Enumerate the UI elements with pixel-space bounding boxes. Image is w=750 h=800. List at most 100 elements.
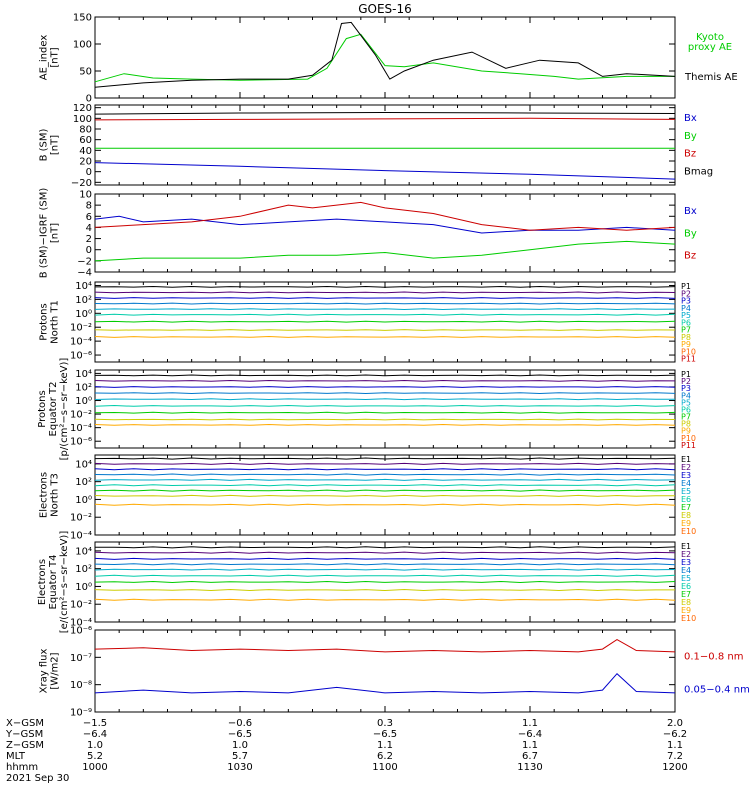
legend-entry: E9 [681,519,691,528]
x-axis-value: 1130 [517,762,542,773]
flux-line-en-0 [94,457,676,460]
flux-line-pe-1 [94,379,676,382]
y-tick-label: 150 [73,13,92,24]
y-axis-label: B (SM)−IGRF (SM) [39,188,50,279]
y-axis-label: [nT] [50,47,61,67]
flux-line-pn-6 [94,320,676,323]
y-tick-label: 2 [86,234,92,245]
flux-line-ee-6 [94,580,676,584]
panel-frame [94,104,676,186]
legend-entry: P1 [681,282,691,291]
panel-pe: 10⁴ 10² 10⁰ 10⁻² 10⁻⁴ 10⁻⁶ Protons Equator T2 [p… [37,358,696,461]
flux-line-en-6 [94,489,676,492]
flux-line-pe-7 [94,418,676,421]
y-tick-label: 10⁻⁸ [70,680,92,691]
y-tick-label: 60 [79,135,92,146]
x-axis-value: 1.1 [522,718,538,729]
y-tick-label: 10⁻⁴ [70,531,92,542]
series-line-ae-1 [94,21,676,88]
series-line-xray-1 [94,672,676,694]
panel-ee: 10⁴ 10² 10⁰ 10⁻² 10⁻⁴ Electrons Equator T4 [e/(… [37,531,696,634]
legend-entry: E1 [681,542,691,551]
y-tick-label: 10⁻² [70,410,92,421]
x-axis-value: 1000 [82,762,107,773]
y-tick-label: 120 [73,103,92,114]
y-tick-label: 4 [86,223,92,234]
x-axis-row-label: Y−GSM [5,729,43,740]
y-tick-label: 10⁻⁷ [70,653,92,664]
x-axis-value: 5.2 [87,751,103,762]
flux-line-pn-2 [94,297,676,299]
legend-entry: P5 [681,311,691,320]
x-axis-row-label: Z−GSM [6,740,44,751]
flux-line-ee-3 [94,563,676,566]
y-tick-label: 8 [86,201,92,212]
legend-entry: P8 [681,333,691,342]
y-tick-label: 0 [86,94,92,105]
legend-entry: By [684,131,697,142]
x-axis-row-label: hhmm [6,762,38,773]
y-tick-label: 10² [75,382,92,393]
y-tick-label: 10⁰ [75,309,92,320]
flux-line-en-4 [94,478,676,481]
y-tick-label: 10⁻⁴ [70,618,92,629]
date-label: 2021 Sep 30 [6,773,69,784]
legend-entry: P2 [681,289,691,298]
y-tick-label: 0 [86,167,92,178]
flux-line-ee-5 [94,574,676,577]
x-axis-value: 2.0 [667,718,683,729]
flux-line-en-5 [94,484,676,487]
legend-entry: E6 [681,495,691,504]
series-line-dbsm-0 [94,215,676,234]
legend-entry: E5 [681,487,691,496]
x-axis-value: −6.5 [228,729,252,740]
flux-line-pe-3 [94,392,676,395]
x-axis-labels: X−GSM −1.5 −0.6 0.3 1.1 2.0 Y−GSM −6.4 −6.5 −6.5 −… [5,718,688,784]
y-tick-label: 50 [79,67,92,78]
series-line-ae-0 [94,33,675,83]
y-tick-label: 10 [79,190,92,201]
series-line-bsm-3 [94,162,676,180]
x-axis-value: −6.2 [663,729,687,740]
legend-entry: P9 [681,427,691,436]
legend-entry: Bx [684,206,697,217]
panel-pn: 10⁴ 10² 10⁰ 10⁻² 10⁻⁴ 10⁻⁶ Protons North T1 P1P2… [39,281,697,364]
legend-entry: E6 [681,582,691,591]
x-axis-value: 1.1 [667,740,683,751]
y-axis-label: Electrons [39,472,50,518]
legend-entry: P4 [681,391,691,400]
y-axis-label: [e/(cm²−s−sr−keV)] [59,531,70,634]
legend-entry: P11 [681,441,696,450]
legend-entry: P10 [681,347,696,356]
y-tick-label: 80 [79,125,92,136]
x-axis-value: 1100 [372,762,397,773]
legend-entry: Themis AE [684,72,738,83]
legend-entry: E5 [681,574,691,583]
x-axis-value: 1.0 [232,740,248,751]
panel-frame [94,193,676,273]
y-axis-label: North T3 [50,473,61,517]
legend-entry: E7 [681,503,691,512]
legend-entry: P6 [681,405,691,414]
legend-entry: Bx [684,113,697,124]
x-axis-value: −1.5 [83,718,107,729]
x-axis-value: 6.7 [522,751,538,762]
legend-entry: By [684,228,697,239]
flux-line-ee-0 [94,546,676,549]
flux-line-pe-2 [94,386,676,388]
y-axis-label: Protons [39,303,50,340]
flux-line-pe-8 [94,423,676,426]
y-tick-label: −20 [71,178,92,189]
x-axis-value: 7.2 [667,751,683,762]
legend-entry: E3 [681,471,691,480]
y-axis-label: Electrons [37,559,48,605]
y-axis-label: [W/m2] [50,652,61,689]
panel-frame [94,16,676,99]
y-tick-label: 10⁻⁶ [70,351,92,362]
x-axis-value: 1030 [227,762,252,773]
y-axis-label: Equator T2 [48,382,59,437]
y-tick-label: 100 [73,40,92,51]
